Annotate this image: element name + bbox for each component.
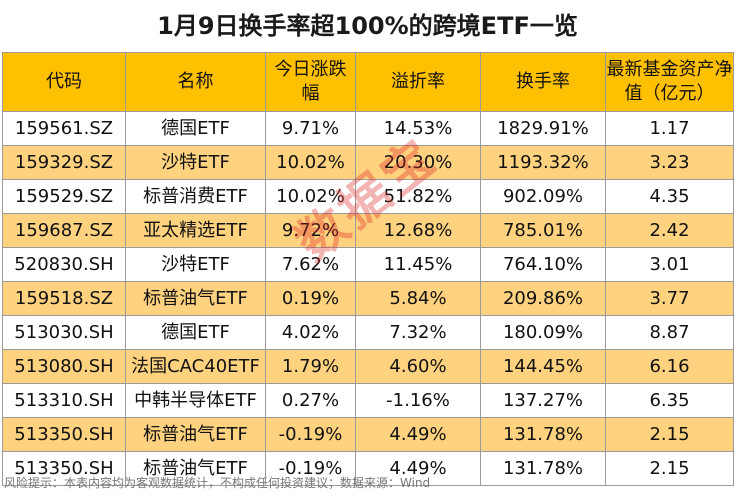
risk-disclaimer: 风险提示：本表内容均为客观数据统计，不构成任何投资建议；数据来源：Wind — [4, 476, 431, 490]
header-nav: 最新基金资产净值（亿元） — [605, 52, 734, 112]
cell-turnover: 209.86% — [480, 281, 606, 316]
cell-code: 159329.SZ — [2, 145, 126, 180]
cell-code: 159687.SZ — [2, 213, 126, 248]
table-row: 159529.SZ 标普消费ETF 10.02% 51.82% 902.09% 4.35 — [2, 179, 734, 214]
cell-nav: 1.17 — [605, 111, 734, 146]
cell-code: 513310.SH — [2, 383, 126, 418]
cell-turnover: 902.09% — [480, 179, 606, 214]
table-row: 159518.SZ 标普油气ETF 0.19% 5.84% 209.86% 3.77 — [2, 281, 734, 316]
cell-name: 法国CAC40ETF — [125, 349, 266, 384]
cell-code: 513080.SH — [2, 349, 126, 384]
cell-code: 513350.SH — [2, 417, 126, 452]
cell-change: 10.02% — [265, 145, 356, 180]
table-header-row: 代码 名称 今日涨跌幅 溢折率 换手率 最新基金资产净值（亿元） — [2, 52, 734, 112]
cell-code: 520830.SH — [2, 247, 126, 282]
cell-code: 513350.SH — [2, 451, 126, 486]
cell-name: 沙特ETF — [125, 247, 266, 282]
table-row: 159329.SZ 沙特ETF 10.02% 20.30% 1193.32% 3.23 — [2, 145, 734, 180]
table-row: 513030.SH 德国ETF 4.02% 7.32% 180.09% 8.87 — [2, 315, 734, 350]
cell-nav: 2.15 — [605, 417, 734, 452]
cell-name: 德国ETF — [125, 315, 266, 350]
cell-premium: 4.49% — [355, 417, 481, 452]
cell-change: 0.27% — [265, 383, 356, 418]
cell-nav: 3.77 — [605, 281, 734, 316]
table-row: 520830.SH 沙特ETF 7.62% 11.45% 764.10% 3.01 — [2, 247, 734, 282]
cell-turnover: 1829.91% — [480, 111, 606, 146]
header-premium: 溢折率 — [355, 52, 481, 112]
cell-premium: 12.68% — [355, 213, 481, 248]
cell-turnover: 131.78% — [480, 451, 606, 486]
cell-premium: 4.60% — [355, 349, 481, 384]
cell-premium: 5.84% — [355, 281, 481, 316]
cell-code: 513030.SH — [2, 315, 126, 350]
header-turnover: 换手率 — [480, 52, 606, 112]
cell-turnover: 1193.32% — [480, 145, 606, 180]
table-row: 159561.SZ 德国ETF 9.71% 14.53% 1829.91% 1.17 — [2, 111, 734, 146]
header-code: 代码 — [2, 52, 126, 112]
cell-name: 德国ETF — [125, 111, 266, 146]
cell-name: 标普油气ETF — [125, 417, 266, 452]
cell-change: 1.79% — [265, 349, 356, 384]
cell-name: 亚太精选ETF — [125, 213, 266, 248]
cell-nav: 3.23 — [605, 145, 734, 180]
cell-turnover: 131.78% — [480, 417, 606, 452]
cell-premium: 11.45% — [355, 247, 481, 282]
cell-turnover: 785.01% — [480, 213, 606, 248]
table-row: 159687.SZ 亚太精选ETF 9.72% 12.68% 785.01% 2.42 — [2, 213, 734, 248]
cell-name: 标普消费ETF — [125, 179, 266, 214]
cell-name: 标普油气ETF — [125, 281, 266, 316]
cell-nav: 3.01 — [605, 247, 734, 282]
cell-change: 10.02% — [265, 179, 356, 214]
cell-change: 7.62% — [265, 247, 356, 282]
page-title: 1月9日换手率超100%的跨境ETF一览 — [157, 12, 578, 40]
cell-nav: 6.35 — [605, 383, 734, 418]
cell-change: 4.02% — [265, 315, 356, 350]
cell-premium: 14.53% — [355, 111, 481, 146]
cell-change: 9.71% — [265, 111, 356, 146]
cell-name: 中韩半导体ETF — [125, 383, 266, 418]
table-row: 513350.SH 标普油气ETF -0.19% 4.49% 131.78% 2.15 — [2, 451, 734, 486]
cell-turnover: 764.10% — [480, 247, 606, 282]
table-row: 513350.SH 标普油气ETF -0.19% 4.49% 131.78% 2.15 — [2, 417, 734, 452]
cell-name: 沙特ETF — [125, 145, 266, 180]
cell-nav: 2.42 — [605, 213, 734, 248]
cell-premium: -1.16% — [355, 383, 481, 418]
cell-premium: 4.49% — [355, 451, 481, 486]
cell-code: 159561.SZ — [2, 111, 126, 146]
cell-nav: 8.87 — [605, 315, 734, 350]
header-name: 名称 — [125, 52, 266, 112]
cell-premium: 20.30% — [355, 145, 481, 180]
cell-code: 159529.SZ — [2, 179, 126, 214]
cell-change: -0.19% — [265, 451, 356, 486]
etf-table: 代码 名称 今日涨跌幅 溢折率 换手率 最新基金资产净值（亿元） 159561.… — [2, 52, 734, 486]
cell-nav: 2.15 — [605, 451, 734, 486]
cell-change: 0.19% — [265, 281, 356, 316]
header-change: 今日涨跌幅 — [265, 52, 356, 112]
cell-code: 159518.SZ — [2, 281, 126, 316]
cell-turnover: 180.09% — [480, 315, 606, 350]
cell-nav: 4.35 — [605, 179, 734, 214]
cell-premium: 7.32% — [355, 315, 481, 350]
cell-change: 9.72% — [265, 213, 356, 248]
table-row: 513080.SH 法国CAC40ETF 1.79% 4.60% 144.45% 6.16 — [2, 349, 734, 384]
cell-turnover: 137.27% — [480, 383, 606, 418]
table-row: 513310.SH 中韩半导体ETF 0.27% -1.16% 137.27% 6.35 — [2, 383, 734, 418]
cell-change: -0.19% — [265, 417, 356, 452]
cell-nav: 6.16 — [605, 349, 734, 384]
cell-premium: 51.82% — [355, 179, 481, 214]
cell-turnover: 144.45% — [480, 349, 606, 384]
